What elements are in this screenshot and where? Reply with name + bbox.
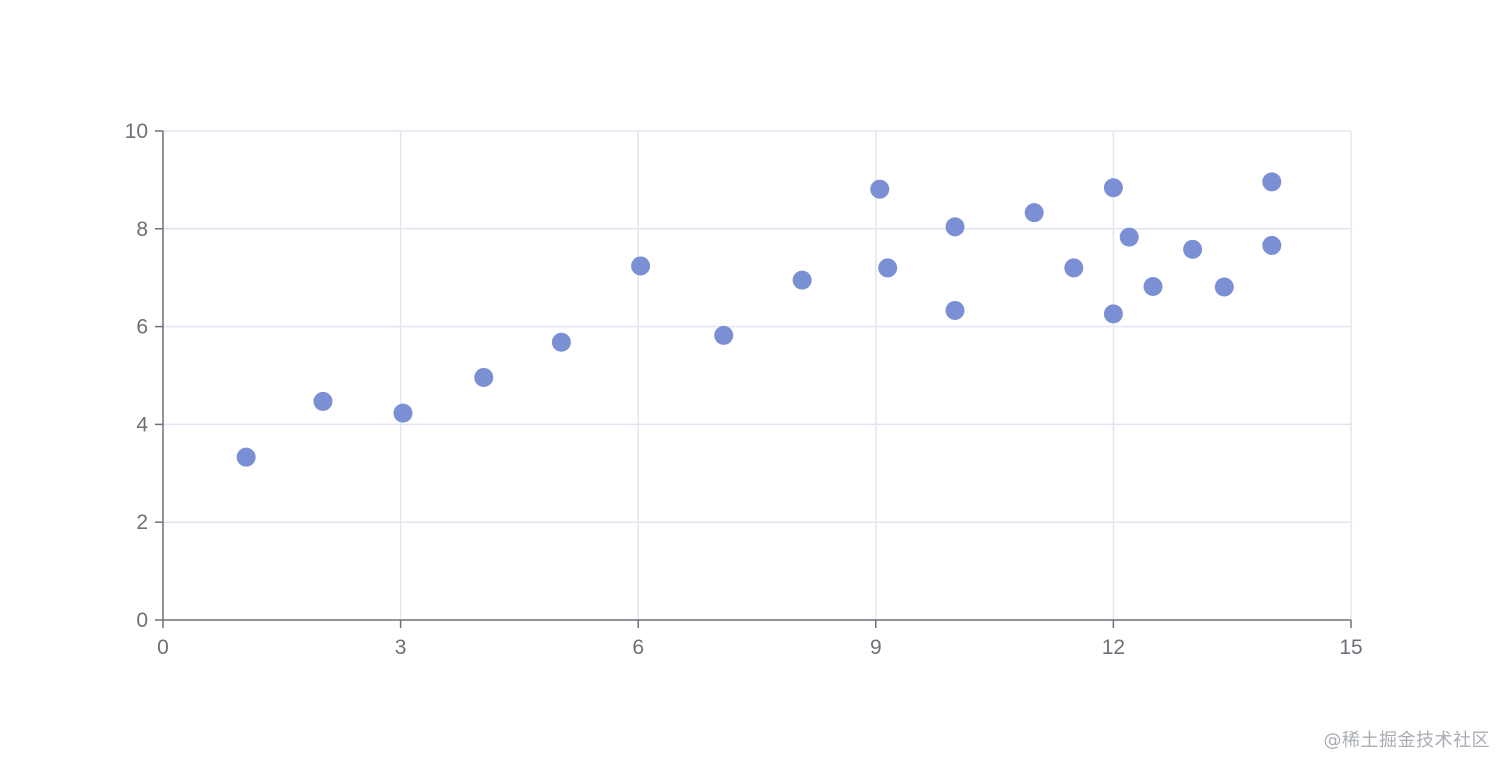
y-tick-label: 8 [136,218,148,241]
data-point[interactable] [393,403,413,423]
y-tick-label: 6 [136,316,148,339]
data-point[interactable] [792,270,812,290]
x-axis-ticks: 0 3 6 9 12 15 [157,620,1363,659]
y-tick-label: 10 [125,120,148,143]
data-points [236,172,1282,467]
data-point[interactable] [714,325,734,345]
data-point[interactable] [1103,304,1123,324]
data-point[interactable] [1103,178,1123,198]
y-tick-label: 2 [136,511,148,534]
y-tick-label: 4 [136,413,148,436]
data-point[interactable] [551,332,571,352]
x-tick-label: 6 [632,636,644,659]
data-point[interactable] [1064,258,1084,278]
data-point[interactable] [474,367,494,387]
data-point[interactable] [878,258,898,278]
data-point[interactable] [945,217,965,237]
data-point[interactable] [313,391,333,411]
watermark: @稀土掘金技术社区 [1323,730,1490,751]
data-point[interactable] [870,179,890,199]
data-point[interactable] [1119,227,1139,247]
data-point[interactable] [631,256,651,276]
x-tick-label: 9 [870,636,882,659]
grid [163,130,1352,620]
x-tick-label: 3 [395,636,407,659]
data-point[interactable] [1143,277,1163,297]
x-tick-label: 0 [157,636,169,659]
axes [162,131,1351,621]
y-axis-ticks: 0 2 4 6 8 10 [125,120,163,632]
data-point[interactable] [1183,239,1203,259]
y-tick-label: 0 [136,609,148,632]
x-tick-label: 15 [1339,636,1362,659]
data-point[interactable] [236,447,256,467]
x-tick-label: 12 [1102,636,1125,659]
data-point[interactable] [1024,203,1044,223]
data-point[interactable] [1214,277,1234,297]
data-point[interactable] [1262,172,1282,192]
data-point[interactable] [945,300,965,320]
data-point[interactable] [1262,235,1282,255]
